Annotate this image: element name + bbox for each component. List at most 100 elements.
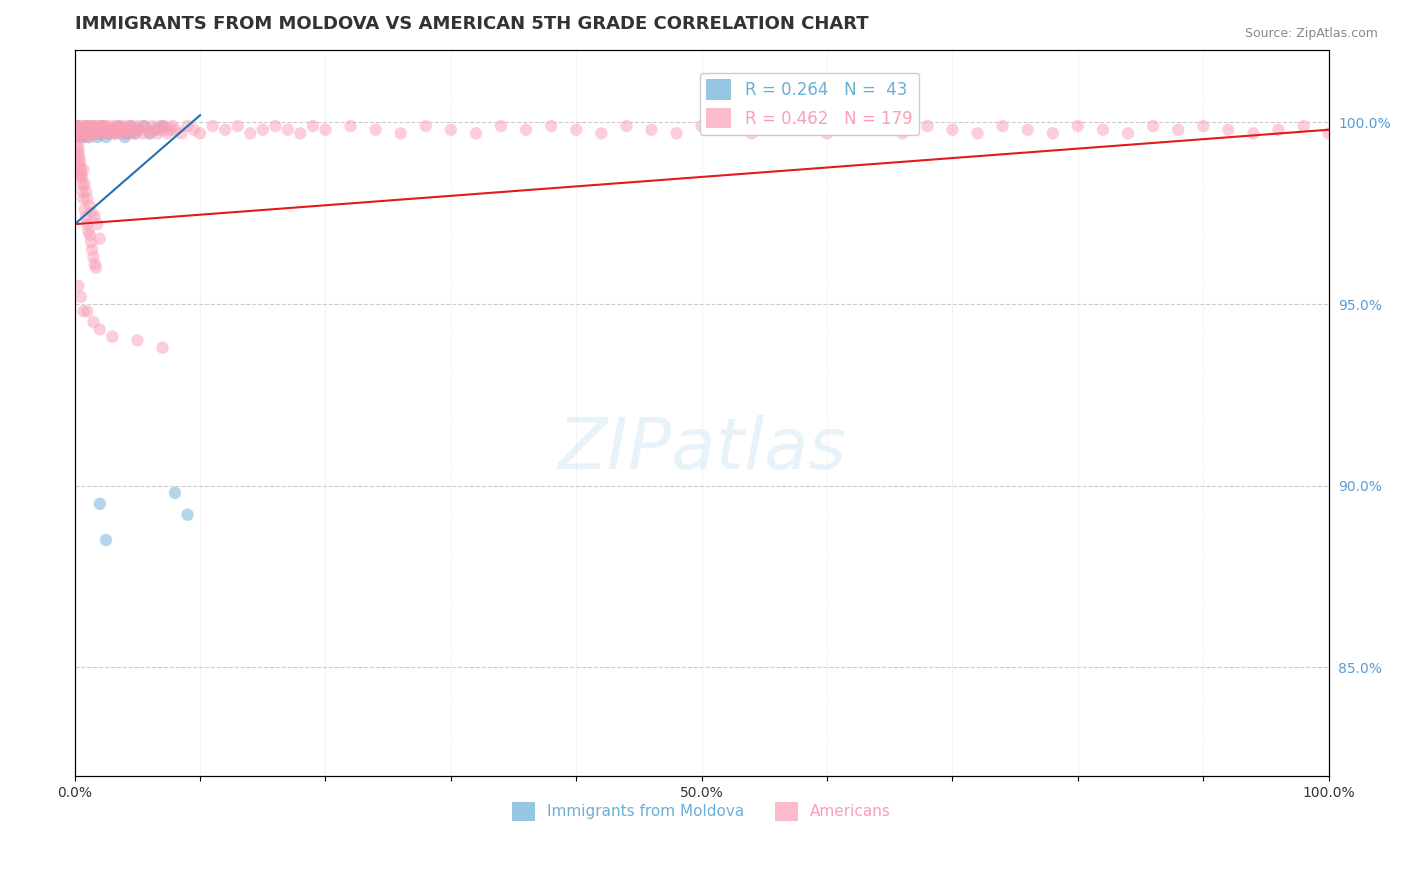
Point [67,127,90,141]
Point [70,127,93,141]
Point [101,122,124,136]
Point [73,202,96,217]
Point [76,119,98,133]
Point [94,119,117,133]
Point [72,130,94,145]
Point [66,130,89,145]
Point [540,119,562,133]
Point [159,122,181,136]
Point [141,119,163,133]
Point [127,334,149,348]
Point [80,235,103,250]
Point [86,122,108,136]
Point [1267,122,1289,136]
Point [83,127,105,141]
Point [82,119,104,133]
Point [716,122,738,136]
Point [75,119,97,133]
Point [201,119,224,133]
Point [83,257,105,271]
Point [277,122,299,136]
Point [72,192,94,206]
Point [1142,119,1164,133]
Point [93,119,115,133]
Point [94,533,117,548]
Point [70,122,93,136]
Point [139,127,162,141]
Point [1192,119,1215,133]
Point [82,250,104,264]
Point [69,119,91,133]
Point [170,127,193,141]
Point [89,497,111,511]
Point [226,119,249,133]
Point [70,119,93,133]
Point [891,127,914,141]
Point [1292,119,1315,133]
Point [65,127,87,141]
Point [66,122,89,136]
Point [124,127,146,141]
Point [79,199,101,213]
Point [1067,119,1090,133]
Point [72,162,94,177]
Point [70,169,93,184]
Point [146,127,169,141]
Point [86,130,108,145]
Point [82,127,104,141]
Point [1218,122,1240,136]
Point [105,127,128,141]
Point [107,119,129,133]
Point [76,119,98,133]
Point [120,119,142,133]
Point [69,155,91,169]
Point [84,260,107,275]
Point [65,122,87,136]
Point [136,122,159,136]
Point [67,279,90,293]
Legend: Immigrants from Moldova, Americans: Immigrants from Moldova, Americans [506,796,897,827]
Point [565,122,588,136]
Point [67,122,90,136]
Point [70,127,93,141]
Point [66,137,89,152]
Point [69,159,91,173]
Point [153,119,176,133]
Point [89,122,111,136]
Point [70,169,93,184]
Point [66,127,89,141]
Point [66,119,89,133]
Point [97,127,120,141]
Point [82,243,104,257]
Point [73,122,96,136]
Point [465,127,488,141]
Text: Source: ZipAtlas.com: Source: ZipAtlas.com [1244,27,1378,40]
Point [515,122,537,136]
Point [339,119,361,133]
Point [966,127,988,141]
Point [86,217,108,231]
Point [66,119,89,133]
Point [79,130,101,145]
Point [665,127,688,141]
Point [82,206,104,220]
Point [121,122,143,136]
Point [89,322,111,336]
Point [591,127,613,141]
Point [73,178,96,192]
Point [75,127,97,141]
Point [73,127,96,141]
Point [89,232,111,246]
Point [101,330,124,344]
Point [83,122,105,136]
Point [72,122,94,136]
Point [91,119,114,133]
Point [67,145,90,159]
Point [741,127,763,141]
Point [127,119,149,133]
Point [94,122,117,136]
Point [70,127,93,141]
Point [82,119,104,133]
Point [83,210,105,224]
Point [1317,127,1340,141]
